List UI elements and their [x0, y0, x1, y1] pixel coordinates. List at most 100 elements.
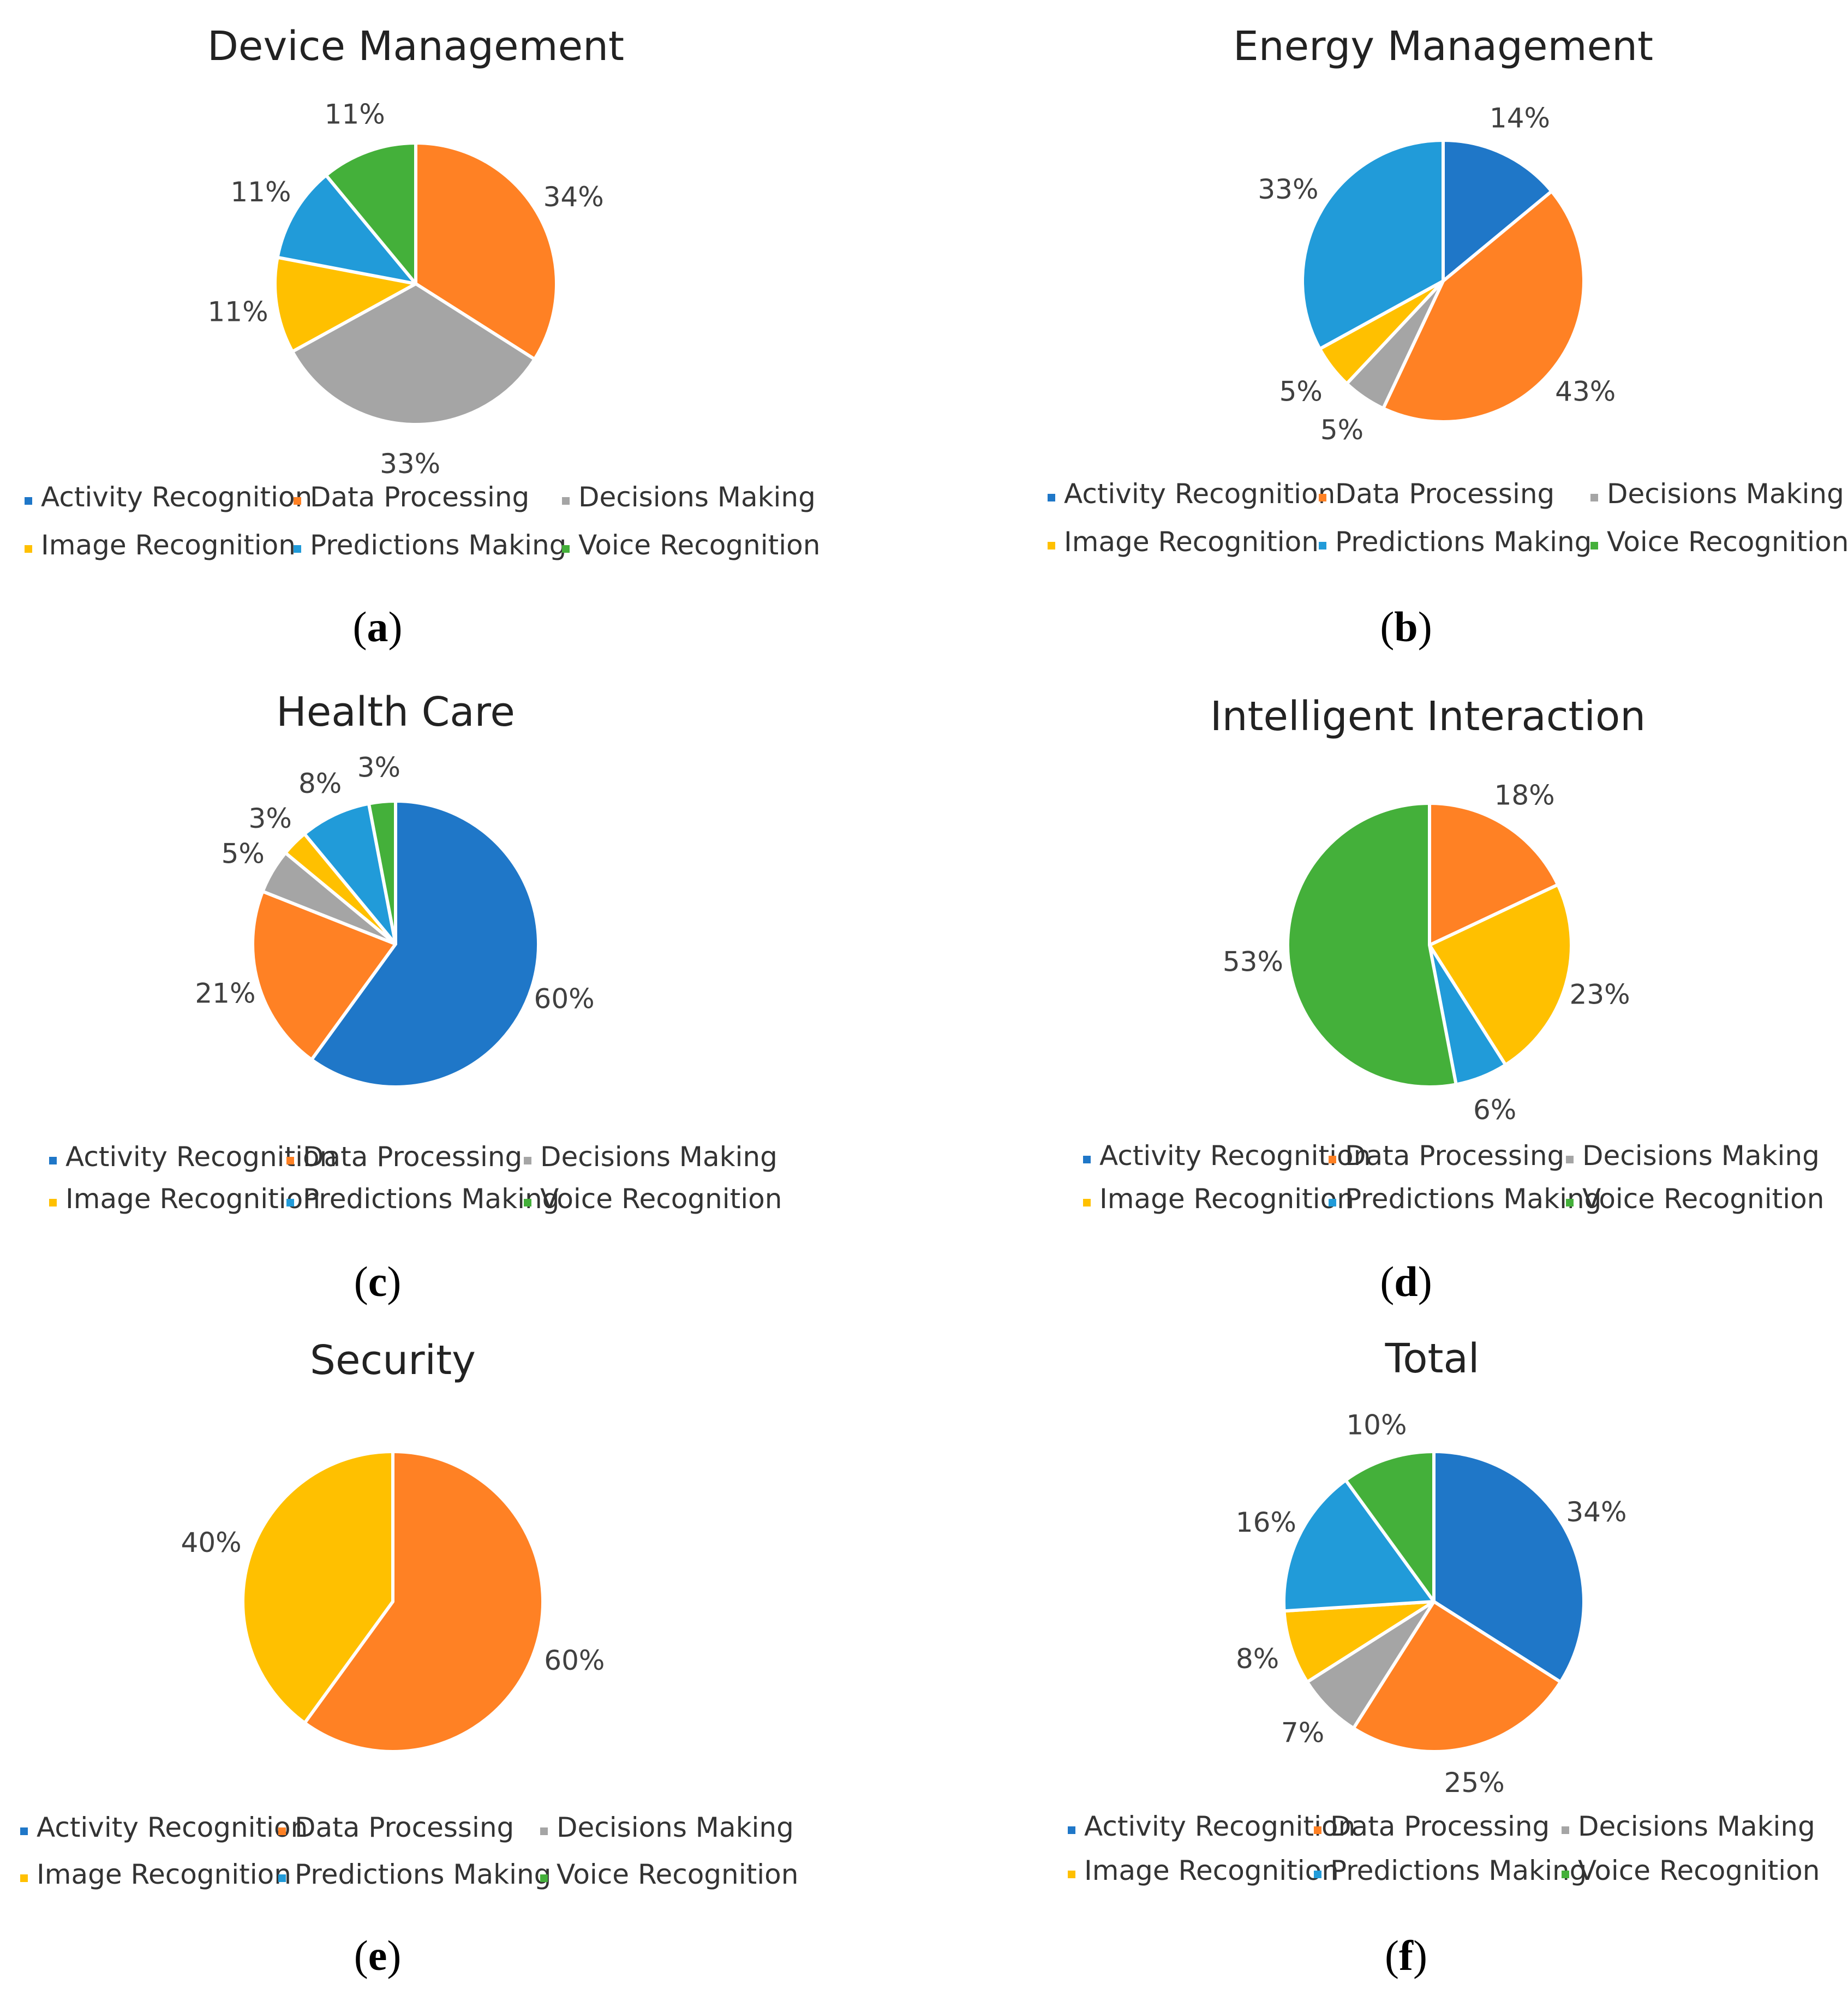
chart-title: Total	[1385, 1335, 1480, 1382]
legend-swatch	[1329, 1156, 1336, 1163]
panel-e: Security 60% 40% Activity RecognitionData…	[20, 1337, 798, 1979]
legend-item: Decisions Making	[1590, 478, 1844, 510]
legend-label: Voice Recognition	[540, 1183, 782, 1215]
legend-item: Activity Recognition	[20, 1812, 308, 1843]
legend-item: Data Processing	[278, 1812, 514, 1843]
slice-data-label: 5%	[1279, 375, 1323, 407]
legend-swatch	[25, 497, 32, 505]
legend-label: Image Recognition	[37, 1859, 291, 1890]
pie-slice-voice-recognition	[1286, 802, 1458, 1089]
legend-item: Data Processing	[1314, 1811, 1550, 1842]
legend-item: Decisions Making	[524, 1141, 778, 1173]
slice-data-label: 33%	[1258, 174, 1318, 205]
legend-swatch	[1590, 542, 1598, 549]
legend-swatch	[1083, 1156, 1091, 1163]
legend-label: Voice Recognition	[1582, 1183, 1824, 1215]
chart-title: Health Care	[276, 689, 515, 736]
legend-item: Predictions Making	[1314, 1855, 1587, 1886]
legend-item: Voice Recognition	[540, 1859, 798, 1890]
legend-item: Image Recognition	[49, 1183, 320, 1215]
legend-swatch	[294, 497, 301, 505]
legend-swatch	[1083, 1199, 1091, 1206]
legend-swatch	[1068, 1826, 1075, 1834]
caption-close: )	[387, 1258, 401, 1305]
legend-swatch	[1562, 1871, 1569, 1878]
legend-item: Data Processing	[294, 481, 529, 513]
legend-swatch	[1590, 494, 1598, 501]
legend-swatch	[1319, 494, 1326, 501]
pie-chart: 60%21%5%3%8%3%	[195, 751, 595, 1089]
legend-item: Image Recognition	[20, 1859, 291, 1890]
legend-label: Predictions Making	[310, 529, 566, 561]
pie-slice-activity-recognition	[1442, 139, 1553, 283]
pie-slice-predictions-making	[1301, 139, 1445, 351]
legend-label: Data Processing	[1335, 478, 1554, 510]
legend-label: Voice Recognition	[1578, 1855, 1820, 1886]
pie-chart: 14% 43% 5% 5% 33%	[1258, 102, 1616, 446]
legend-item: Activity Recognition	[1048, 478, 1335, 510]
legend-label: Predictions Making	[295, 1859, 551, 1890]
slice-data-label: 33%	[380, 448, 440, 480]
legend-item: Data Processing	[286, 1141, 522, 1173]
legend-label: Image Recognition	[1084, 1855, 1339, 1886]
caption-letter: c	[368, 1258, 387, 1305]
legend-label: Data Processing	[303, 1141, 522, 1173]
pie-slice-voice-recognition	[324, 141, 417, 285]
slice-data-label: 53%	[1223, 946, 1283, 978]
slice-data-label: 34%	[543, 181, 604, 213]
legend-item: Activity Recognition	[25, 481, 312, 513]
pie-slice-image-recognition	[1428, 883, 1573, 1067]
legend-label: Predictions Making	[1335, 526, 1592, 558]
panel-d: Intelligent Interaction 18% 23% 6% 53% Acti…	[1083, 693, 1824, 1305]
pie-slice-voice-recognition	[367, 799, 397, 946]
legend-swatch	[49, 1157, 57, 1164]
legend-swatch	[1566, 1156, 1574, 1163]
chart-title: Security	[310, 1337, 476, 1384]
caption-close: )	[1418, 1258, 1432, 1305]
pie-chart: 18% 23% 6% 53%	[1223, 780, 1630, 1126]
pie-slice-data-processing	[1381, 189, 1586, 423]
legend-item: Decisions Making	[562, 481, 816, 513]
caption-open: (	[1380, 1258, 1394, 1305]
panel-caption: (f)	[1385, 1932, 1427, 1979]
chart-title: Energy Management	[1233, 23, 1653, 70]
slice-data-label: 6%	[1473, 1094, 1516, 1126]
slice-data-label: 11%	[325, 99, 385, 130]
legend-item: Voice Recognition	[1566, 1183, 1824, 1215]
slice-data-label: 43%	[1555, 375, 1616, 407]
panel-c: Health Care 60%21%5%3%8%3% Activity Reco…	[49, 689, 782, 1305]
legend-label: Decisions Making	[578, 481, 816, 513]
legend-item: Predictions Making	[1319, 526, 1592, 558]
legend-label: Decisions Making	[540, 1141, 778, 1173]
legend-swatch	[524, 1199, 531, 1206]
pie-slice-predictions-making	[1282, 1478, 1436, 1613]
pie-chart: 34% 25% 7% 8% 16% 10%	[1236, 1409, 1627, 1799]
legend-item: Voice Recognition	[524, 1183, 782, 1215]
legend-item: Decisions Making	[1566, 1140, 1820, 1172]
pie-slice-image-recognition	[273, 255, 417, 354]
legend-swatch	[562, 545, 570, 553]
legend-label: Data Processing	[1345, 1140, 1564, 1172]
slice-data-label: 23%	[1570, 979, 1630, 1011]
panel-caption: (e)	[354, 1932, 402, 1979]
slice-data-label: 5%	[222, 838, 265, 870]
caption-close: )	[1413, 1932, 1427, 1979]
legend-swatch	[20, 1827, 28, 1835]
legend-swatch	[25, 545, 32, 553]
pie-slice-predictions-making	[302, 802, 397, 946]
panel-caption: (c)	[354, 1258, 402, 1305]
legend-label: Predictions Making	[1330, 1855, 1587, 1886]
legend-item: Activity Recognition	[49, 1141, 337, 1173]
pie-slice-activity-recognition	[310, 799, 540, 1089]
pie-slice-predictions-making	[276, 174, 417, 285]
caption-close: )	[387, 1932, 401, 1979]
legend-swatch	[1048, 494, 1055, 501]
legend-label: Data Processing	[1330, 1811, 1550, 1842]
legend-swatch	[49, 1199, 57, 1206]
legend-label: Decisions Making	[1582, 1140, 1820, 1172]
slice-data-label: 8%	[298, 768, 342, 799]
chart-title: Intelligent Interaction	[1210, 693, 1646, 740]
panel-f: Total 34% 25% 7% 8% 16% 10% Activity Recognit…	[1068, 1335, 1820, 1979]
